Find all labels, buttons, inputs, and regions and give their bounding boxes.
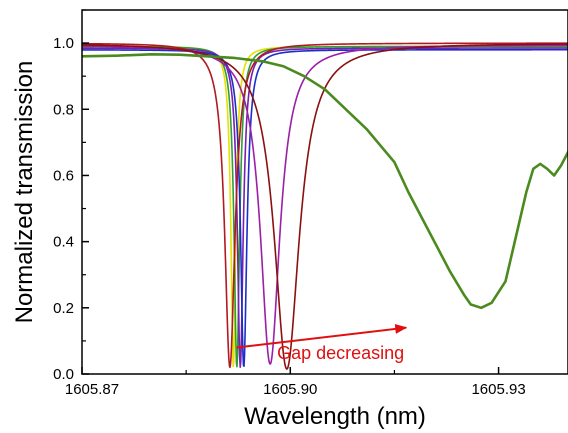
y-tick-label: 0.8: [53, 101, 74, 118]
series-line-8: [82, 53, 568, 310]
x-tick-label: 1605.87: [65, 381, 119, 398]
y-tick-label: 0.4: [53, 234, 74, 251]
ticks-layer: 0.0 0.2 0.4 0.6 0.8 1.0 1605.87 1605.90 1605.93: [53, 9, 526, 398]
y-tick-label: 0.0: [53, 366, 74, 383]
gap-decreasing-label: Gap decreasing: [277, 343, 404, 363]
series-line-4: [82, 48, 568, 368]
series-line-5: [82, 42, 568, 369]
x-axis-title: Wavelength (nm): [244, 403, 426, 430]
x-tick-label: 1605.90: [263, 381, 317, 398]
y-axis-title: Normalized transmission: [11, 61, 38, 324]
series-layer: [82, 42, 568, 370]
y-tick-label: 0.2: [53, 300, 74, 317]
gap-decreasing-arrow: [236, 323, 408, 349]
plot-frame: [81, 9, 568, 375]
y-tick-label: 0.6: [53, 167, 74, 184]
annotation-layer: Gap decreasing: [236, 323, 408, 363]
y-tick-label: 1.0: [53, 35, 74, 52]
x-tick-label: 1605.93: [471, 381, 525, 398]
